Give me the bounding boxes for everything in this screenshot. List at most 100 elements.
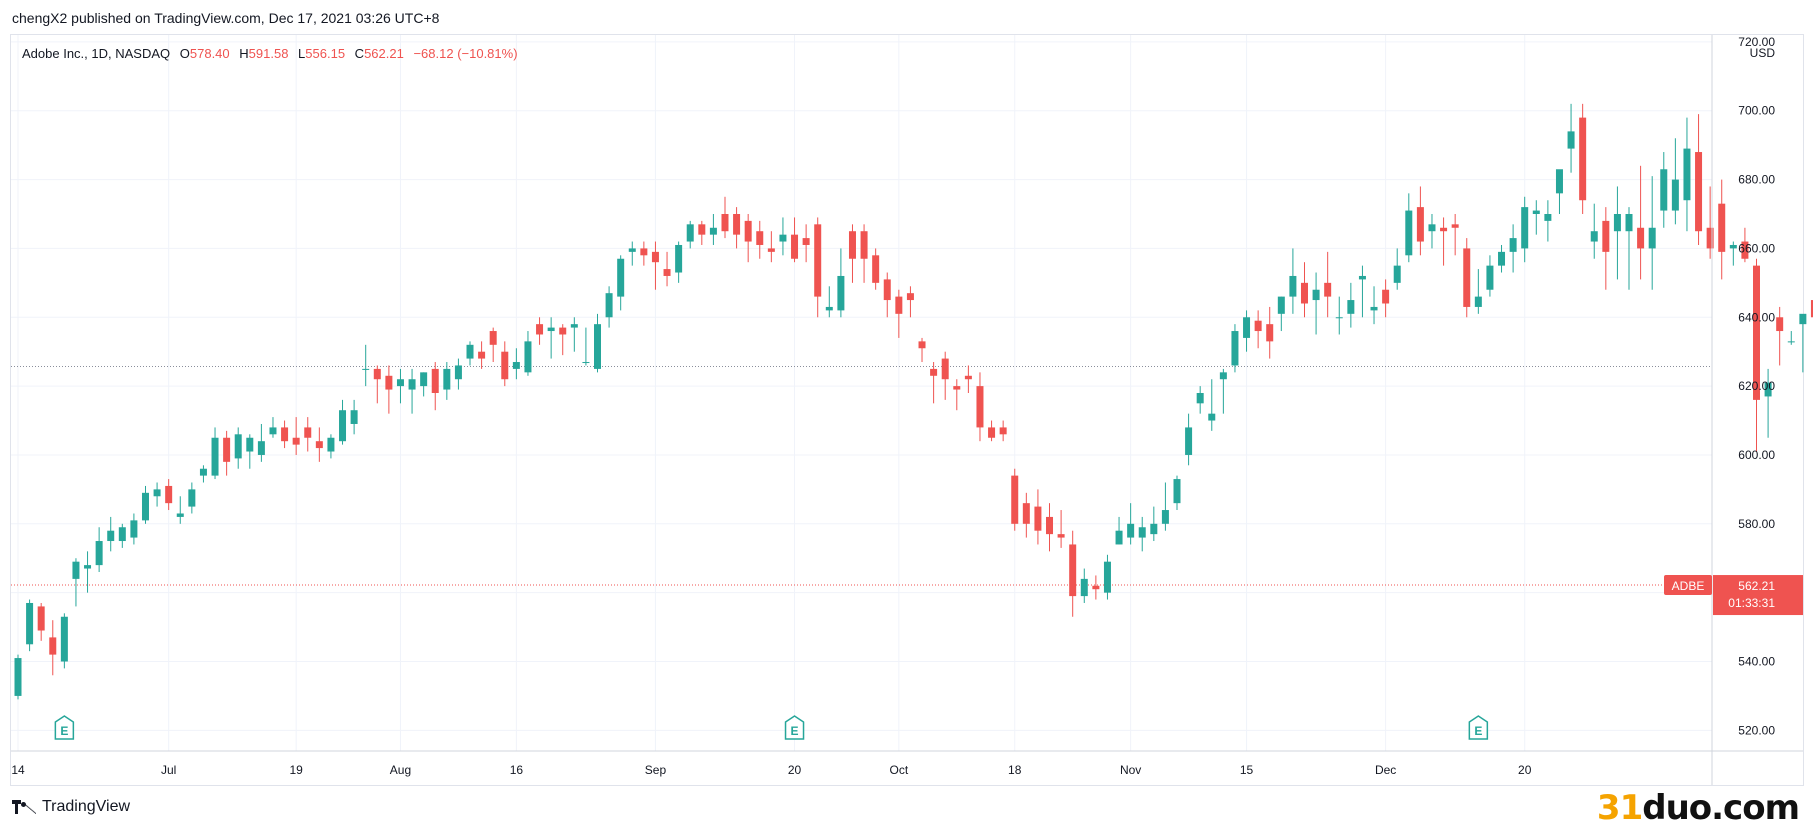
candle: [1358, 265, 1366, 318]
candle: [1277, 296, 1285, 332]
candle: [1683, 117, 1691, 232]
candle: [640, 241, 648, 266]
candle-body: [1277, 296, 1285, 314]
candle: [1115, 516, 1123, 545]
candle: [883, 272, 891, 318]
candle-body: [84, 565, 92, 569]
candle: [246, 434, 254, 469]
axes: 720.00 700.00 680.00 660.00 640.00 620.00 600.…: [11, 35, 1803, 785]
earnings-marker-icon[interactable]: E: [54, 715, 75, 740]
time-tick-label: Oct: [890, 763, 909, 777]
candle-body: [141, 492, 149, 521]
candle: [512, 348, 520, 380]
earnings-marker-icon[interactable]: E: [1468, 715, 1489, 740]
ticker-tag: [1664, 575, 1712, 596]
candle-body: [1602, 220, 1610, 252]
candle: [1335, 296, 1343, 335]
candle-body: [860, 231, 868, 259]
candle-body: [999, 427, 1007, 435]
price-tick-label: 540.00: [1738, 655, 1775, 669]
candle-body: [698, 224, 706, 235]
candle: [1127, 503, 1135, 545]
candle: [1776, 306, 1784, 366]
candle-body: [1440, 227, 1448, 232]
candle-body: [930, 368, 938, 376]
candle: [1416, 186, 1424, 256]
site-watermark: 31duo.com: [1596, 788, 1800, 828]
candle: [814, 217, 822, 318]
candle: [1613, 186, 1621, 280]
candle: [1521, 196, 1529, 263]
candle: [72, 558, 80, 607]
candle-body: [1486, 265, 1494, 290]
currency-label: USD: [1750, 46, 1776, 60]
candle-body: [246, 437, 254, 452]
time-tick-label: 20: [788, 763, 802, 777]
candle: [130, 513, 138, 545]
tradingview-brand[interactable]: TradingView: [12, 798, 130, 816]
candle-body: [1776, 317, 1784, 332]
candle-body: [1046, 516, 1054, 535]
watermark-digits: 31: [1596, 788, 1643, 828]
candle-body: [1219, 372, 1227, 380]
price-tick-label: 620.00: [1738, 379, 1775, 393]
candle-body: [1034, 506, 1042, 531]
candle: [1080, 568, 1088, 603]
candle-body: [1382, 289, 1390, 304]
candle-body: [1683, 148, 1691, 201]
price-tick-label: 580.00: [1738, 517, 1775, 531]
candle-body: [605, 293, 613, 318]
candle: [1254, 310, 1262, 349]
time-tick-label: 16: [510, 763, 524, 777]
candle-body: [165, 485, 173, 504]
candle: [825, 286, 833, 318]
candle-body: [675, 244, 683, 273]
candle: [1185, 413, 1193, 466]
candle: [1544, 200, 1552, 242]
legend-low-label: L: [298, 46, 305, 61]
candle: [1208, 379, 1216, 431]
candle: [478, 341, 486, 369]
candle: [1057, 510, 1065, 548]
candle-body: [1370, 306, 1378, 311]
earnings-marker-icon[interactable]: E: [784, 715, 805, 740]
candle-body: [814, 224, 822, 297]
candle-body: [431, 368, 439, 393]
candle-body: [1358, 275, 1366, 280]
candle-body: [1335, 317, 1343, 319]
candle: [756, 220, 764, 259]
candle: [107, 516, 115, 552]
candle-body: [848, 231, 856, 259]
candle: [1347, 282, 1355, 328]
candle: [999, 420, 1007, 442]
candle: [26, 599, 34, 652]
candle-body: [709, 227, 717, 235]
candle: [95, 527, 103, 572]
candle-body: [1243, 317, 1251, 338]
candle-body: [570, 324, 578, 328]
candle: [1474, 269, 1482, 314]
legend-symbol: Adobe Inc., 1D, NASDAQ: [22, 46, 170, 61]
price-tick-label: 680.00: [1738, 173, 1775, 187]
candle-body: [1463, 248, 1471, 307]
candle: [1440, 217, 1448, 266]
time-tick-label: 19: [289, 763, 303, 777]
candle: [1069, 530, 1077, 617]
price-tick-label: 660.00: [1738, 241, 1775, 255]
candle-body: [1428, 224, 1436, 232]
candle-body: [1103, 561, 1111, 593]
candle-body: [628, 248, 636, 252]
chart-frame[interactable]: [10, 34, 1804, 786]
candle-body: [1544, 214, 1552, 221]
candle-body: [988, 427, 996, 438]
candle-body: [1115, 530, 1123, 545]
candles: [14, 103, 1813, 700]
candle-body: [1011, 475, 1019, 524]
candle: [223, 430, 231, 476]
candle-body: [1080, 578, 1088, 597]
candle-body: [1729, 244, 1737, 249]
candle: [559, 324, 567, 356]
candle: [1428, 214, 1436, 249]
